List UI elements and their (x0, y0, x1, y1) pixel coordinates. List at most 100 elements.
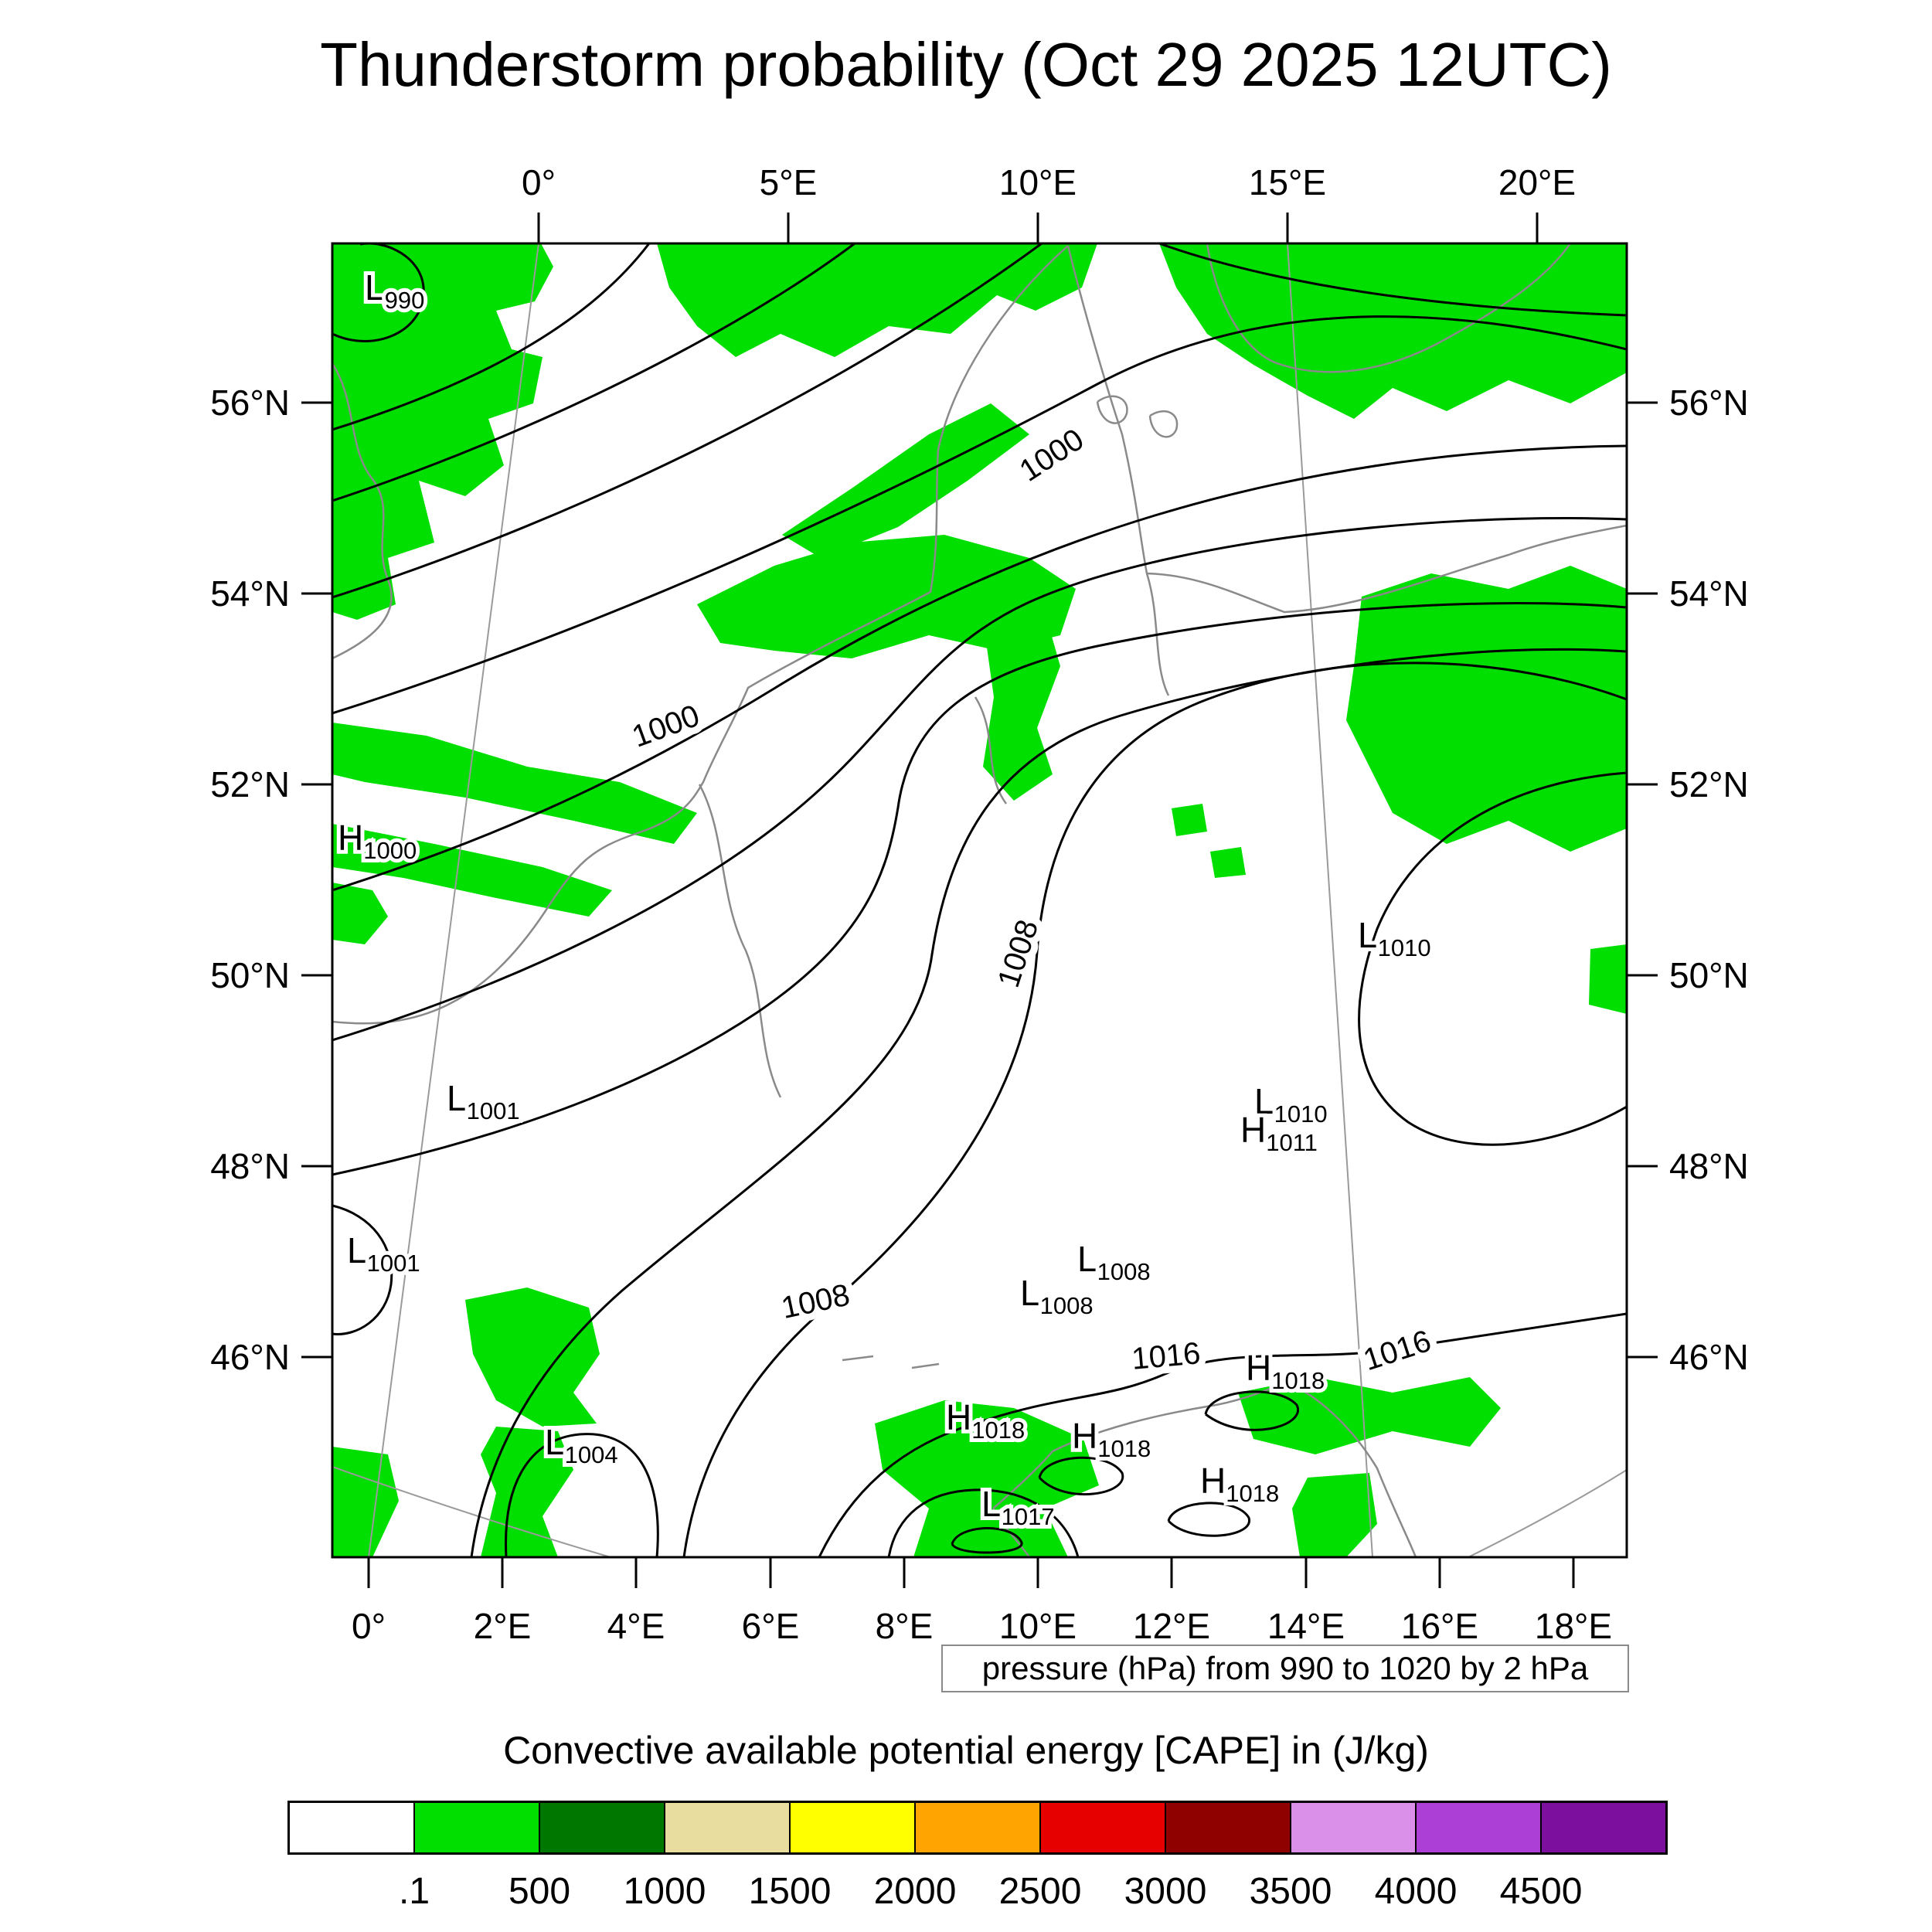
graticule-line (1287, 243, 1373, 1557)
coastline (842, 1355, 940, 1369)
pressure-center-value: 1008 (1097, 1258, 1151, 1285)
colorbar-tick-label: 1000 (623, 1871, 706, 1912)
isobar-label-group: 1000 (621, 692, 711, 761)
isobar-contour (1038, 1456, 1124, 1495)
axis-label-right: 54°N (1669, 573, 1749, 614)
colorbar-tick-label: 4500 (1499, 1871, 1583, 1912)
axis-label-right: 52°N (1669, 764, 1749, 804)
cape-green-patch (332, 1447, 399, 1557)
isobar-contour (1358, 771, 1627, 1146)
isobar-label: 1016 (1359, 1324, 1435, 1377)
isobar-contour (332, 243, 651, 431)
coastline (332, 245, 1069, 1025)
isobar-contour (332, 243, 855, 502)
cape-shading-layer (332, 243, 1627, 1557)
axis-label-right: 48°N (1669, 1146, 1749, 1186)
cape-green-patch (983, 612, 1060, 801)
isobar-contour (332, 243, 1043, 599)
isobar-contour (332, 315, 1627, 715)
isobar-layer (332, 243, 1627, 1557)
colorbar-cell (1417, 1803, 1542, 1852)
graticule-line (1468, 1469, 1627, 1557)
axis-label-left: 52°N (210, 764, 290, 804)
cape-green-patch (1238, 1377, 1501, 1454)
axis-label-left: 48°N (210, 1146, 290, 1186)
pressure-center-label: H1018 (1200, 1461, 1279, 1507)
axis-label-bottom: 8°E (876, 1606, 934, 1646)
isobar-label-group: 1016 (1352, 1317, 1442, 1384)
cape-green-patch (332, 723, 697, 844)
axis-label-right: 50°N (1669, 955, 1749, 995)
pressure-center-value: 1010 (1378, 934, 1431, 961)
cape-green-patch (465, 1287, 600, 1427)
pressure-center-value: 1004 (565, 1441, 618, 1468)
isobar-contour (332, 1204, 393, 1335)
pressure-center-value: 990 (385, 287, 425, 314)
pressure-center-label: L1004 (545, 1422, 618, 1468)
colorbar-cell (1041, 1803, 1166, 1852)
colorbar-cell (916, 1803, 1041, 1852)
colorbar-cell (665, 1803, 791, 1852)
colorbar-cell (1542, 1803, 1665, 1852)
axis-label-top: 20°E (1498, 162, 1576, 202)
coastline (992, 1382, 1417, 1557)
pressure-center-value: 1018 (1271, 1367, 1325, 1394)
pressure-center-value: 1001 (367, 1250, 420, 1277)
cape-colorbar (287, 1801, 1668, 1855)
cape-green-patch (1346, 566, 1627, 852)
pressure-caption-box: pressure (hPa) from 990 to 1020 by 2 hPa (941, 1645, 1629, 1692)
pressure-caption-text: pressure (hPa) from 990 to 1020 by 2 hPa (981, 1650, 1589, 1686)
axis-label-left: 50°N (210, 955, 290, 995)
axis-label-left: 54°N (210, 573, 290, 614)
colorbar-cell (1291, 1803, 1417, 1852)
axis-label-bottom: 2°E (474, 1606, 532, 1646)
isobar-contour (1167, 1502, 1250, 1537)
colorbar-cell (290, 1803, 415, 1852)
pressure-center-value: 1000 (363, 837, 417, 864)
colorbar-tick-label: 2000 (873, 1871, 957, 1912)
isobar-label-group: 1016 (1124, 1329, 1209, 1383)
axis-label-top: 5°E (760, 162, 818, 202)
colorbar-cell (540, 1803, 665, 1852)
pressure-center-label: L1008 (1020, 1273, 1094, 1319)
colorbar-tick-label: 2500 (998, 1871, 1082, 1912)
cape-green-patch (332, 824, 612, 917)
colorbar-cell (415, 1803, 540, 1852)
cape-green-patch (1210, 847, 1246, 878)
chart-title: Thunderstorm probability (Oct 29 2025 12… (320, 30, 1612, 99)
pressure-center-value: 1018 (1226, 1480, 1279, 1507)
pressure-center-label: L1001 (447, 1078, 520, 1124)
pressure-center-label: H1018 (946, 1397, 1025, 1444)
colorbar-tick-label: 3000 (1124, 1871, 1207, 1912)
axis-label-top: 0° (522, 162, 556, 202)
coastline (1206, 243, 1572, 373)
isobar-contour (332, 444, 1627, 892)
coastline (974, 696, 1008, 804)
axis-label-bottom: 10°E (999, 1606, 1077, 1646)
pressure-center-value: 1001 (467, 1097, 520, 1124)
coastline (1096, 395, 1179, 438)
axis-label-top: 10°E (999, 162, 1077, 202)
graticule-line (332, 1466, 611, 1557)
coastline (698, 784, 782, 1098)
coastline (1145, 573, 1170, 696)
pressure-center-label: L1001 (347, 1230, 420, 1277)
pressure-center-label: L1010 (1254, 1081, 1328, 1128)
isobar-label: 1000 (628, 699, 704, 754)
axis-label-bottom: 4°E (607, 1606, 665, 1646)
coastline (992, 1508, 1031, 1557)
axis-label-top: 15°E (1249, 162, 1326, 202)
graticule-line (368, 243, 539, 1557)
axis-label-bottom: 18°E (1535, 1606, 1612, 1646)
pressure-center-label: H1018 (1072, 1416, 1151, 1462)
coastline-layer (332, 243, 1627, 1557)
isobar-label: 1008 (778, 1278, 852, 1326)
isobar-contour (1204, 1390, 1300, 1431)
axis-label-left: 56°N (210, 383, 290, 423)
colorbar-tick-label: 500 (508, 1871, 571, 1912)
axis-label-bottom: 6°E (742, 1606, 800, 1646)
axis-label-bottom: 12°E (1133, 1606, 1210, 1646)
axis-label-bottom: 0° (352, 1606, 386, 1646)
axis-label-left: 46°N (210, 1337, 290, 1377)
